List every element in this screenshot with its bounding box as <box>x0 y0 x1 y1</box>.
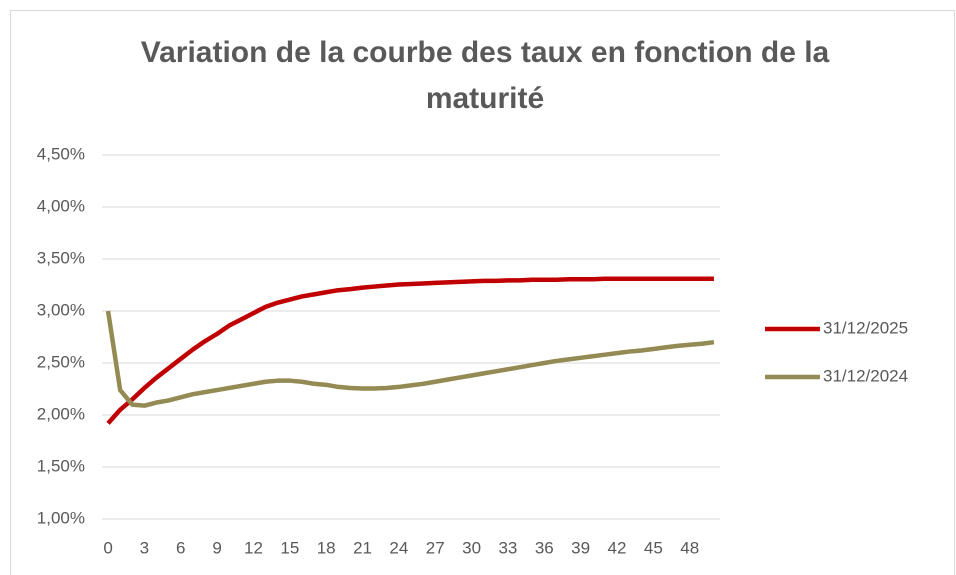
x-tick-label: 18 <box>317 538 336 557</box>
x-tick-label: 12 <box>244 538 263 557</box>
y-tick-label: 3,50% <box>37 248 85 267</box>
x-tick-label: 48 <box>680 538 699 557</box>
chart-title: Variation de la courbe des taux en fonct… <box>140 36 830 115</box>
x-tick-label: 15 <box>280 538 299 557</box>
series-line <box>105 310 715 408</box>
x-tick-label: 0 <box>103 538 112 557</box>
series-line <box>106 276 714 425</box>
x-tick-label: 24 <box>389 538 408 557</box>
legend-label: 31/12/2025 <box>823 318 908 337</box>
x-tick-label: 36 <box>535 538 554 557</box>
chart-border <box>10 10 955 575</box>
x-tick-label: 45 <box>644 538 663 557</box>
legend-label: 31/12/2024 <box>823 366 908 385</box>
y-tick-label: 4,50% <box>37 144 85 163</box>
y-tick-label: 2,00% <box>37 404 85 423</box>
y-tick-label: 2,50% <box>37 352 85 371</box>
x-tick-label: 3 <box>140 538 149 557</box>
x-tick-label: 6 <box>176 538 185 557</box>
x-tick-label: 42 <box>608 538 627 557</box>
x-tick-label: 33 <box>498 538 517 557</box>
x-tick-label: 21 <box>353 538 372 557</box>
y-tick-label: 3,00% <box>37 300 85 319</box>
x-tick-label: 9 <box>212 538 221 557</box>
x-tick-label: 30 <box>462 538 481 557</box>
y-tick-label: 1,50% <box>37 456 85 475</box>
y-tick-label: 4,00% <box>37 196 85 215</box>
x-tick-label: 27 <box>426 538 445 557</box>
x-tick-label: 39 <box>571 538 590 557</box>
y-tick-label: 1,00% <box>37 508 85 527</box>
